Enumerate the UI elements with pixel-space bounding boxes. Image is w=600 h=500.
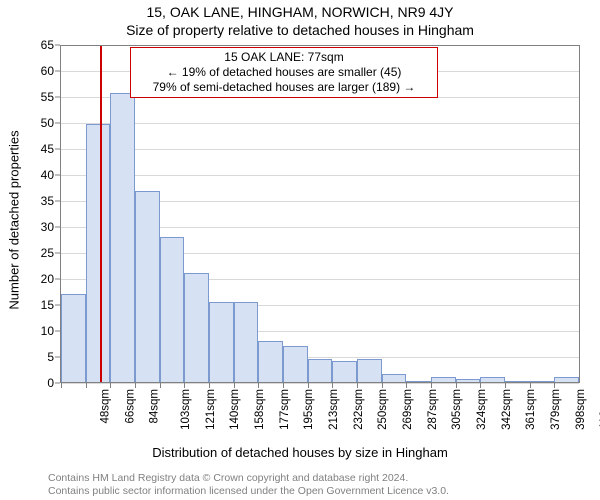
callout-line3: 79% of semi-detached houses are larger (… bbox=[137, 80, 431, 95]
ytick-mark bbox=[55, 279, 60, 280]
ytick-label: 5 bbox=[47, 350, 54, 364]
xtick-label: 213sqm bbox=[328, 389, 340, 430]
ytick-label: 65 bbox=[41, 38, 54, 52]
ytick-label: 50 bbox=[41, 116, 54, 130]
xtick-mark bbox=[406, 383, 407, 388]
title-address: 15, OAK LANE, HINGHAM, NORWICH, NR9 4JY bbox=[0, 4, 600, 20]
footer-line1: Contains HM Land Registry data © Crown c… bbox=[48, 472, 590, 485]
xtick-label: 398sqm bbox=[575, 389, 587, 430]
xtick-label: 121sqm bbox=[205, 389, 217, 430]
ytick-mark bbox=[55, 305, 60, 306]
callout-line1: 15 OAK LANE: 77sqm bbox=[137, 50, 431, 65]
xtick-mark bbox=[332, 383, 333, 388]
xtick-label: 140sqm bbox=[229, 389, 241, 430]
ytick-mark bbox=[55, 97, 60, 98]
ytick-mark bbox=[55, 331, 60, 332]
ytick-label: 25 bbox=[41, 246, 54, 260]
ytick-label: 20 bbox=[41, 272, 54, 286]
xtick-label: 324sqm bbox=[476, 389, 488, 430]
xtick-label: 342sqm bbox=[501, 389, 513, 430]
gridline bbox=[61, 383, 579, 384]
xtick-label: 195sqm bbox=[303, 389, 315, 430]
xtick-mark bbox=[456, 383, 457, 388]
xtick-label: 177sqm bbox=[279, 389, 291, 430]
ytick-mark bbox=[55, 201, 60, 202]
xtick-label: 66sqm bbox=[124, 389, 136, 424]
title-subtitle: Size of property relative to detached ho… bbox=[0, 22, 600, 38]
ytick-label: 30 bbox=[41, 220, 54, 234]
xtick-mark bbox=[308, 383, 309, 388]
xtick-mark bbox=[357, 383, 358, 388]
ytick-label: 40 bbox=[41, 168, 54, 182]
ytick-label: 0 bbox=[47, 376, 54, 390]
xtick-mark bbox=[86, 383, 87, 388]
xtick-mark bbox=[110, 383, 111, 388]
xtick-label: 287sqm bbox=[427, 389, 439, 430]
chart-container: 15, OAK LANE, HINGHAM, NORWICH, NR9 4JY … bbox=[0, 0, 600, 500]
footer-attribution: Contains HM Land Registry data © Crown c… bbox=[48, 472, 590, 498]
ytick-mark bbox=[55, 175, 60, 176]
ytick-label: 10 bbox=[41, 324, 54, 338]
footer-line2: Contains public sector information licen… bbox=[48, 485, 590, 498]
xtick-mark bbox=[530, 383, 531, 388]
ytick-label: 55 bbox=[41, 90, 54, 104]
ytick-mark bbox=[55, 71, 60, 72]
xtick-mark bbox=[480, 383, 481, 388]
xtick-label: 305sqm bbox=[451, 389, 463, 430]
xtick-label: 232sqm bbox=[353, 389, 365, 430]
y-axis-label: Number of detached properties bbox=[7, 130, 22, 309]
xtick-mark bbox=[258, 383, 259, 388]
xtick-mark bbox=[135, 383, 136, 388]
ytick-mark bbox=[55, 383, 60, 384]
callout-box: 15 OAK LANE: 77sqm ← 19% of detached hou… bbox=[130, 47, 438, 98]
xtick-label: 379sqm bbox=[550, 389, 562, 430]
xtick-mark bbox=[283, 383, 284, 388]
xtick-mark bbox=[554, 383, 555, 388]
ytick-label: 15 bbox=[41, 298, 54, 312]
xtick-label: 84sqm bbox=[149, 389, 161, 424]
xtick-label: 158sqm bbox=[254, 389, 266, 430]
plot-area: 05101520253035404550556065 48sqm66sqm84s… bbox=[60, 45, 580, 383]
xtick-mark bbox=[209, 383, 210, 388]
xtick-label: 361sqm bbox=[525, 389, 537, 430]
xtick-label: 250sqm bbox=[377, 389, 389, 430]
xtick-mark bbox=[184, 383, 185, 388]
xtick-mark bbox=[431, 383, 432, 388]
ytick-label: 60 bbox=[41, 64, 54, 78]
callout-line2: ← 19% of detached houses are smaller (45… bbox=[137, 65, 431, 80]
xtick-mark bbox=[61, 383, 62, 388]
ytick-mark bbox=[55, 357, 60, 358]
ytick-mark bbox=[55, 253, 60, 254]
ytick-mark bbox=[55, 45, 60, 46]
xtick-mark bbox=[505, 383, 506, 388]
xtick-mark bbox=[382, 383, 383, 388]
ytick-label: 35 bbox=[41, 194, 54, 208]
xtick-mark bbox=[234, 383, 235, 388]
xtick-mark bbox=[160, 383, 161, 388]
ytick-label: 45 bbox=[41, 142, 54, 156]
ytick-mark bbox=[55, 123, 60, 124]
xtick-label: 48sqm bbox=[100, 389, 112, 424]
x-axis-label: Distribution of detached houses by size … bbox=[0, 445, 600, 460]
ytick-mark bbox=[55, 227, 60, 228]
ytick-mark bbox=[55, 149, 60, 150]
xtick-label: 103sqm bbox=[180, 389, 192, 430]
xtick-label: 269sqm bbox=[402, 389, 414, 430]
